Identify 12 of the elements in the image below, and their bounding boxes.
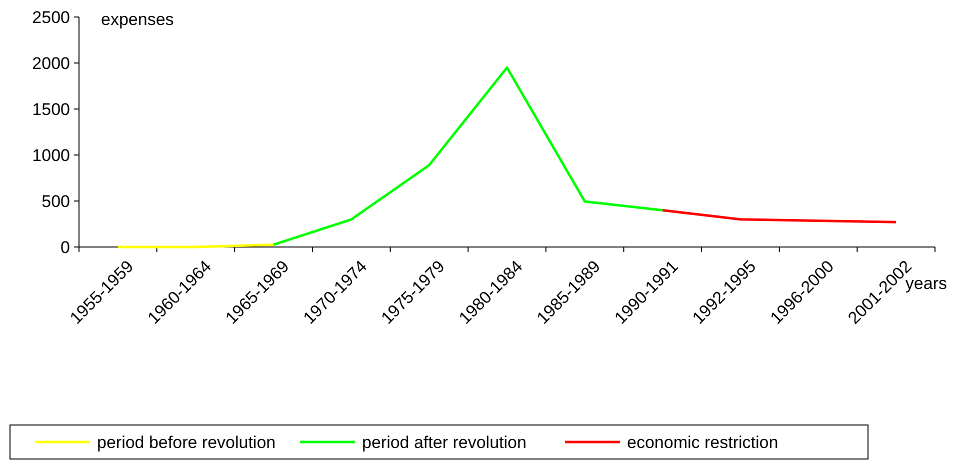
y-tick-label: 2000	[32, 54, 70, 73]
y-tick-label: 1000	[32, 146, 70, 165]
line-series	[272, 66, 664, 246]
y-tick-label: 2500	[32, 8, 70, 27]
y-tick-label: 1500	[32, 100, 70, 119]
line-series	[661, 208, 898, 224]
y-axis-title: expenses	[101, 10, 174, 29]
y-tick-label: 500	[42, 192, 70, 211]
legend-label: economic restriction	[627, 432, 778, 452]
y-tick-label: 0	[60, 238, 70, 257]
legend-label: period before revolution	[97, 432, 276, 452]
legend-label: period after revolution	[362, 432, 526, 452]
